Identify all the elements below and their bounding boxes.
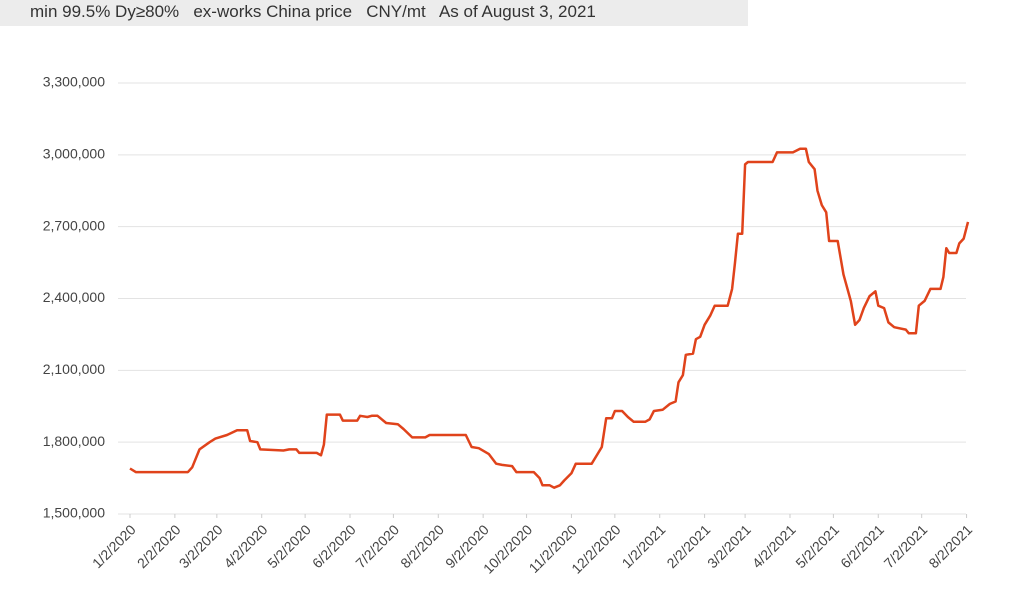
y-tick-label: 3,300,000 xyxy=(43,74,105,90)
x-tick-label: 4/2/2020 xyxy=(221,521,271,571)
x-tick-label: 1/2/2021 xyxy=(619,521,669,571)
price-line xyxy=(129,147,970,489)
y-tick-label: 3,000,000 xyxy=(43,146,105,162)
x-tick-label: 3/2/2021 xyxy=(704,521,754,571)
x-tick-label: 7/2/2020 xyxy=(352,521,402,571)
chart-title: min 99.5% Dy≥80% ex-works China price CN… xyxy=(30,2,596,21)
y-tick-label: 2,400,000 xyxy=(43,289,105,305)
y-tick-label: 1,500,000 xyxy=(43,505,105,521)
x-tick-label: 2/2/2020 xyxy=(134,521,184,571)
x-tick-label: 3/2/2020 xyxy=(176,521,226,571)
x-tick-label: 7/2/2021 xyxy=(881,521,931,571)
x-tick-label: 2/2/2021 xyxy=(663,521,713,571)
x-tick-label: 4/2/2021 xyxy=(749,521,799,571)
x-tick-label: 8/2/2021 xyxy=(925,521,975,571)
y-tick-label: 2,700,000 xyxy=(43,217,105,233)
x-tick-label: 5/2/2020 xyxy=(264,521,314,571)
header-bar: min 99.5% Dy≥80% ex-works China price CN… xyxy=(0,0,748,26)
x-tick-label: 1/2/2020 xyxy=(89,521,139,571)
x-tick-label: 8/2/2020 xyxy=(397,521,447,571)
x-tick-label: 6/2/2020 xyxy=(309,521,359,571)
y-tick-label: 2,100,000 xyxy=(43,361,105,377)
x-tick-label: 6/2/2021 xyxy=(837,521,887,571)
x-tick-label: 5/2/2021 xyxy=(792,521,842,571)
y-tick-label: 1,800,000 xyxy=(43,433,105,449)
